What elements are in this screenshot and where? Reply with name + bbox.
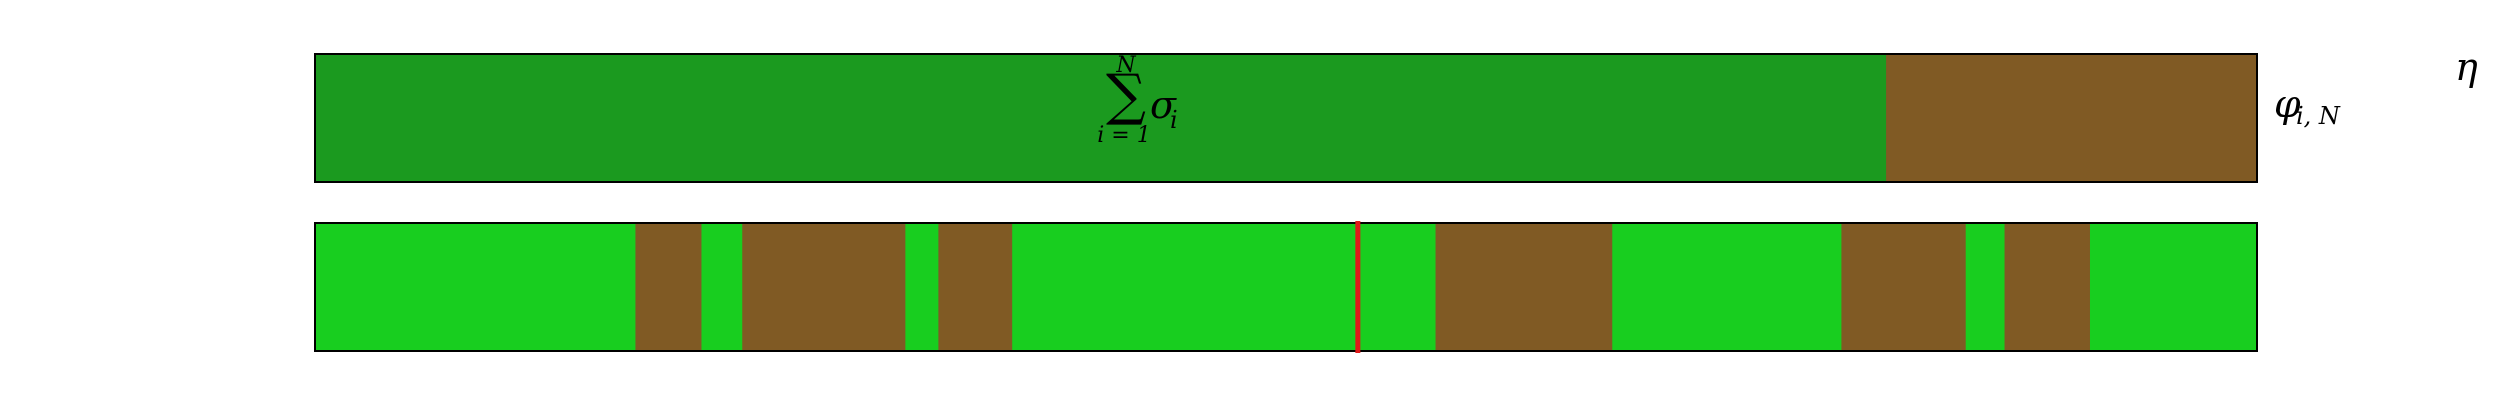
phi-label-subscript: i, N (2296, 102, 2341, 130)
bottom-bar-segment-10-green (1612, 223, 1843, 351)
bottom-bar-segment-3-green (701, 223, 743, 351)
top-sum-operator: ∑ (1106, 63, 1146, 128)
bottom-bar-segment-11-brown (1841, 223, 1967, 351)
top-sum-term: σ (1150, 83, 1177, 127)
top-bar-segment-2-brown (1886, 54, 2258, 182)
bottom-bar-segment-8-green (1355, 223, 1437, 351)
bottom-bar-segment-12-green (1965, 223, 2006, 351)
top-sum-term-subscript: i (1170, 106, 1178, 134)
top-bar-outline (314, 53, 2258, 183)
bottom-bar-segment-6-brown (938, 223, 1013, 351)
bottom-bar-segment-1-green (315, 223, 637, 351)
bottom-bar (314, 221, 2258, 353)
eta-label: η (2455, 45, 2478, 89)
top-bar-segment-1-green (315, 54, 1887, 182)
bottom-bar-outline (314, 222, 2258, 352)
bottom-bar-segment-9-brown (1435, 223, 1613, 351)
bottom-bar-segment-13-brown (2004, 223, 2091, 351)
bottom-bar-segment-4-brown (742, 223, 906, 351)
top-bar (314, 53, 2258, 183)
bottom-bar-segment-2-brown (635, 223, 703, 351)
top-sum-upper-limit: N (1115, 53, 1136, 78)
bottom-bar-segment-7-green (1012, 223, 1357, 351)
phi-label-symbol: φ (2274, 82, 2301, 126)
bottom-bar-segment-5-green (905, 223, 939, 351)
bottom-bar-segment-14-green (2089, 223, 2258, 351)
top-sum-lower-limit: i = 1 (1097, 123, 1150, 148)
